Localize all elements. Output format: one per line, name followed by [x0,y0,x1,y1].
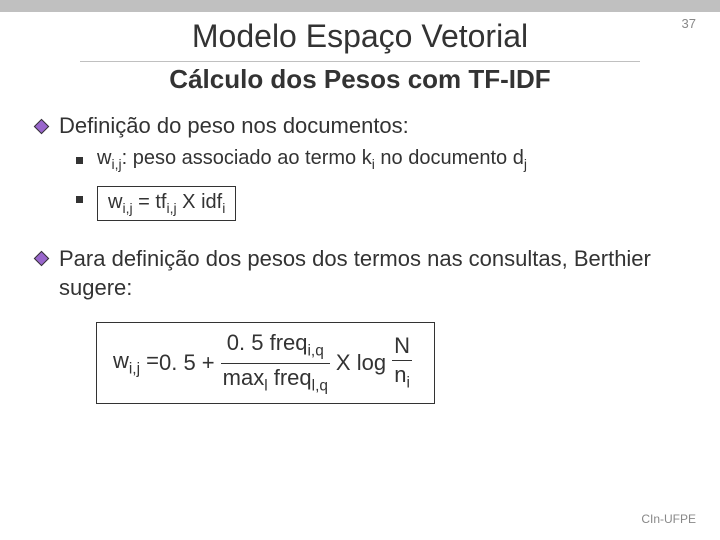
fb-sub2: l,q [312,377,328,394]
text-sub-j: j [524,156,527,172]
fb-a: max [223,365,265,390]
formula-query-wrap: wi,j = 0. 5 + 0. 5 freqi,q maxl freql,q … [96,322,684,404]
text-mid1: : peso associado ao termo k [122,147,372,169]
ft-a: 0. 5 freq [227,330,308,355]
text-mid2: no documento d [375,147,524,169]
bf-half: 0. 5 + [159,350,215,376]
fraction-freq: 0. 5 freqi,q maxl freql,q [221,331,330,395]
title-underline [80,61,640,62]
footer-text: CIn-UFPE [641,512,696,526]
fn-a: n [394,362,406,387]
f-ij: i,j [122,200,132,216]
top-bar [0,0,720,12]
f-eq: = tf [133,191,167,213]
f-xidf: X idf [177,191,223,213]
f-w: w [108,191,122,213]
bullet-definition-text: Definição do peso nos documentos: [59,113,409,139]
diamond-icon [34,119,50,135]
frac-freq-top: 0. 5 freqi,q [225,331,326,362]
f-ij2: i,j [166,200,176,216]
slide-number: 37 [682,16,696,31]
formula-tfidf-row: wi,j = tfi,j X idfi [76,186,684,221]
square-icon [76,196,83,203]
bf-ij: i,j [129,360,140,377]
frac-freq-bot: maxl freql,q [221,364,330,395]
fn-sub: i [406,374,409,391]
text-sub-ij: i,j [111,156,121,172]
formula-tfidf: wi,j = tfi,j X idfi [97,186,236,221]
fn-top: N [392,334,412,360]
sub-bullet-weight-text: wi,j: peso associado ao termo ki no docu… [97,147,527,172]
ft-sub: i,q [308,343,324,360]
slide-subtitle: Cálculo dos Pesos com TF-IDF [0,64,720,95]
bf-w: w [113,348,129,373]
text-w: w [97,147,111,169]
bf-lhs: wi,j = [113,348,159,378]
bullet-query-weight: Para definição dos pesos dos termos nas … [36,245,684,302]
fraction-n: N ni [392,334,412,393]
slide-title: Modelo Espaço Vetorial [0,18,720,55]
sub-bullet-weight-desc: wi,j: peso associado ao termo ki no docu… [76,147,684,172]
bullet-query-weight-text: Para definição dos pesos dos termos nas … [59,245,684,302]
fn-bot: ni [392,361,412,392]
formula-query: wi,j = 0. 5 + 0. 5 freqi,q maxl freql,q … [96,322,435,404]
square-icon [76,157,83,164]
bf-eq: = [140,348,159,373]
diamond-icon [34,251,50,267]
content-area: Definição do peso nos documentos: wi,j: … [0,95,720,404]
bullet-definition: Definição do peso nos documentos: [36,113,684,139]
fb-b: freq [268,365,312,390]
bf-xlog: X log [336,350,386,376]
f-i: i [222,200,225,216]
